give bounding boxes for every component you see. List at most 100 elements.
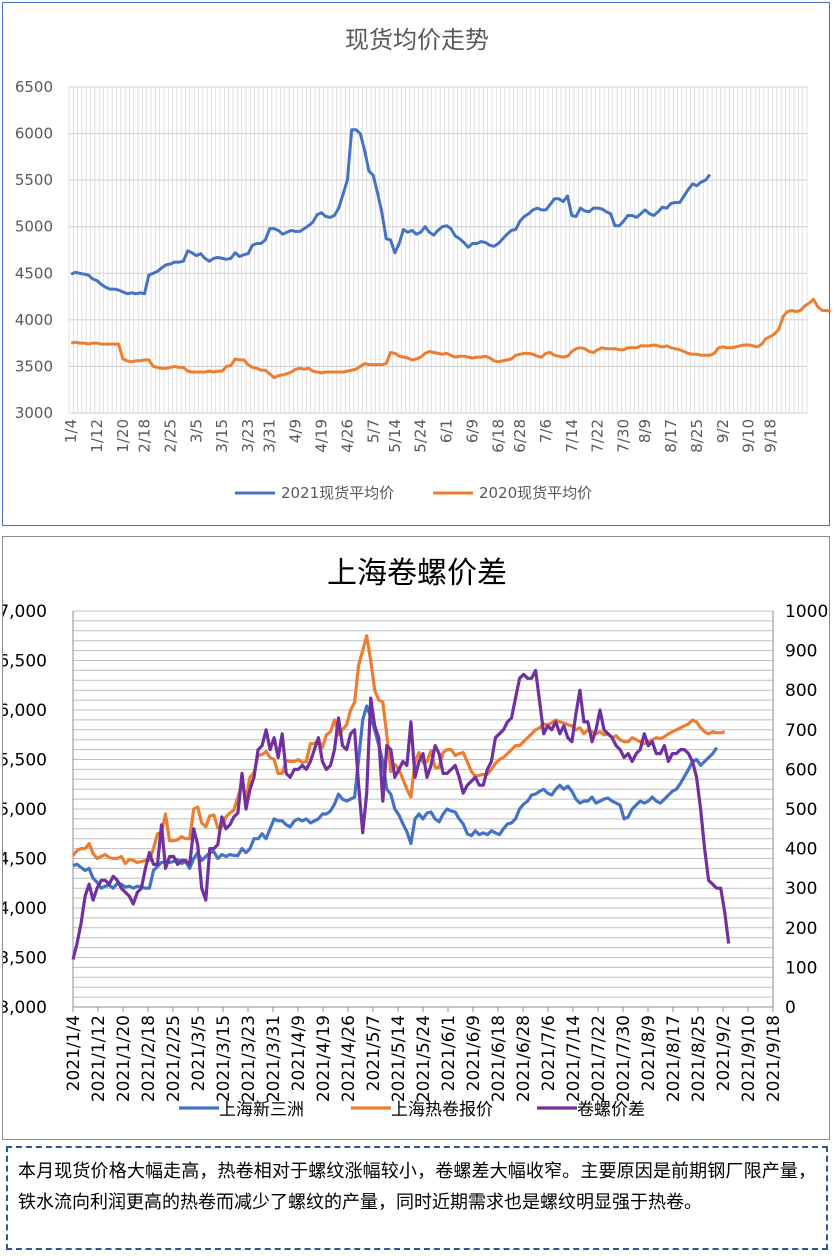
coil-rebar-spread-chart: 上海卷螺价差 7,000 6,500 6,000 5,500 5,000 4,500 4,00… <box>0 556 828 1120</box>
chart-panel-spot-price: 现货均价走势 6500 6000 5500 5000 4500 4000 3500 3000 1/… <box>2 2 832 526</box>
series-line-spread <box>71 668 731 960</box>
y-tick-label-right: 700 <box>785 721 817 741</box>
x-tick-label: 3/5 <box>187 419 205 443</box>
x-tick-label: 5/14 <box>386 419 404 453</box>
x-tick-label: 2021/7/22 <box>589 1015 609 1102</box>
x-tick-label: 2021/2/25 <box>164 1015 184 1102</box>
x-tick-label: 2021/5/7 <box>364 1015 384 1091</box>
y-tick-label-left: 4,500 <box>3 850 47 870</box>
y-tick-label: 4000 <box>15 311 53 329</box>
x-tick-label: 2021/4/9 <box>289 1015 309 1091</box>
x-tick-label: 5/24 <box>412 419 430 453</box>
legend-label: 2020现货平均价 <box>479 484 592 502</box>
x-tick-label: 1/4 <box>62 419 80 443</box>
legend-label: 卷螺价差 <box>577 1100 645 1120</box>
y-tick-label-right: 900 <box>785 642 817 662</box>
x-tick-label: 2/18 <box>136 419 154 453</box>
y-tick-label-right: 400 <box>785 840 817 860</box>
y-tick-label-right: 800 <box>785 681 817 701</box>
x-tick-label: 2021/8/17 <box>664 1015 684 1102</box>
x-tick-label: 2021/9/10 <box>739 1015 759 1102</box>
x-tick-label: 2/25 <box>161 419 179 453</box>
chart-panel-coil-rebar-spread: 上海卷螺价差 7,000 6,500 6,000 5,500 5,000 4,500 4,00… <box>0 536 830 1140</box>
x-tick-label: 2021/6/9 <box>464 1015 484 1091</box>
y-tick-label: 5500 <box>15 171 53 189</box>
x-tick-label: 7/6 <box>537 419 555 443</box>
x-tick-label: 2021/9/2 <box>714 1015 734 1091</box>
x-tick-label: 3/15 <box>213 419 231 453</box>
y-tick-label-right: 300 <box>785 879 817 899</box>
y-tick-label-left: 5,000 <box>3 800 47 820</box>
x-tick-label: 9/2 <box>714 419 732 443</box>
x-tick-label: 9/10 <box>740 419 758 453</box>
x-tick-label: 2021/6/1 <box>439 1015 459 1091</box>
x-tick-label: 9/18 <box>761 419 779 453</box>
x-tick-label: 2021/3/23 <box>239 1015 259 1102</box>
series-line-2020 <box>70 297 832 380</box>
x-tick-label: 2021/5/24 <box>414 1015 434 1102</box>
x-tick-label: 2021/6/18 <box>489 1015 509 1102</box>
x-tick-label: 2021/6/28 <box>514 1015 534 1102</box>
chart-title: 现货均价走势 <box>345 26 489 54</box>
x-tick-label: 7/14 <box>563 419 581 453</box>
x-tick-label: 2021/3/31 <box>264 1015 284 1102</box>
x-tick-label: 4/9 <box>287 419 305 443</box>
x-tick-label: 2021/7/6 <box>539 1015 559 1091</box>
x-tick-label: 2021/4/19 <box>314 1015 334 1102</box>
x-tick-label: 2021/2/18 <box>139 1015 159 1102</box>
x-tick-label: 2021/1/4 <box>64 1015 84 1091</box>
x-tick-label: 2021/9/18 <box>764 1015 784 1102</box>
y-tick-label-left: 3,000 <box>3 998 47 1018</box>
legend-label: 上海热卷报价 <box>391 1100 493 1120</box>
x-tick-label: 2021/1/12 <box>89 1015 109 1102</box>
x-tick-label: 8/25 <box>688 419 706 453</box>
x-tick-label: 6/1 <box>438 419 456 443</box>
y-tick-label: 3000 <box>15 404 53 422</box>
legend-label: 2021现货平均价 <box>281 484 394 502</box>
y-tick-label-left: 4,000 <box>3 899 47 919</box>
x-tick-label: 2021/3/5 <box>189 1015 209 1091</box>
y-tick-label: 5000 <box>15 218 53 236</box>
x-tick-label: 1/20 <box>114 419 132 453</box>
x-tick-label: 2021/1/20 <box>114 1015 134 1102</box>
y-tick-label-left: 3,500 <box>3 949 47 969</box>
x-tick-label: 2021/7/14 <box>564 1015 584 1102</box>
y-tick-label-right: 0 <box>785 998 796 1018</box>
y-tick-label-right: 100 <box>785 958 817 978</box>
x-tick-label: 8/17 <box>662 419 680 453</box>
series-line-2021 <box>70 128 712 296</box>
spot-price-chart: 现货均价走势 6500 6000 5500 5000 4500 4000 3500 3000 1/… <box>15 26 832 502</box>
x-tick-label: 5/7 <box>364 419 382 443</box>
legend-label: 上海新三洲 <box>219 1100 304 1120</box>
x-tick-label: 1/12 <box>88 419 106 453</box>
x-tick-label: 6/9 <box>464 419 482 443</box>
x-tick-label: 7/30 <box>615 419 633 453</box>
y-tick-label-right: 200 <box>785 919 817 939</box>
x-tick-label: 2021/5/14 <box>389 1015 409 1102</box>
x-tick-label: 2021/3/15 <box>214 1015 234 1102</box>
y-tick-label: 4500 <box>15 264 53 282</box>
x-tick-label: 6/28 <box>511 419 529 453</box>
chart-title: 上海卷螺价差 <box>327 556 507 591</box>
y-tick-label: 3500 <box>15 357 53 375</box>
x-tick-label: 8/9 <box>636 419 654 443</box>
x-tick-label: 2021/4/26 <box>339 1015 359 1102</box>
x-tick-label: 2021/8/25 <box>689 1015 709 1102</box>
x-tick-label: 3/23 <box>239 419 257 453</box>
y-tick-label-right: 600 <box>785 760 817 780</box>
y-tick-label-left: 6,500 <box>3 652 47 672</box>
y-tick-label-right: 500 <box>785 800 817 820</box>
y-tick-label: 6500 <box>15 78 53 96</box>
y-tick-label-left: 7,000 <box>3 602 47 622</box>
x-tick-label: 4/26 <box>338 419 356 453</box>
y-tick-label-left: 5,500 <box>3 751 47 771</box>
x-tick-label: 2021/8/9 <box>639 1015 659 1091</box>
x-tick-label: 4/19 <box>312 419 330 453</box>
x-tick-label: 2021/7/30 <box>614 1015 634 1102</box>
commentary-text: 本月现货价格大幅走高，热卷相对于螺纹涨幅较小，卷螺差大幅收窄。主要原因是前期钢厂… <box>6 1146 828 1250</box>
x-tick-label: 6/18 <box>489 419 507 453</box>
x-tick-label: 3/31 <box>261 419 279 453</box>
x-tick-label: 7/22 <box>589 419 607 453</box>
y-tick-label-right: 1000 <box>785 602 828 622</box>
y-tick-label: 6000 <box>15 125 53 143</box>
